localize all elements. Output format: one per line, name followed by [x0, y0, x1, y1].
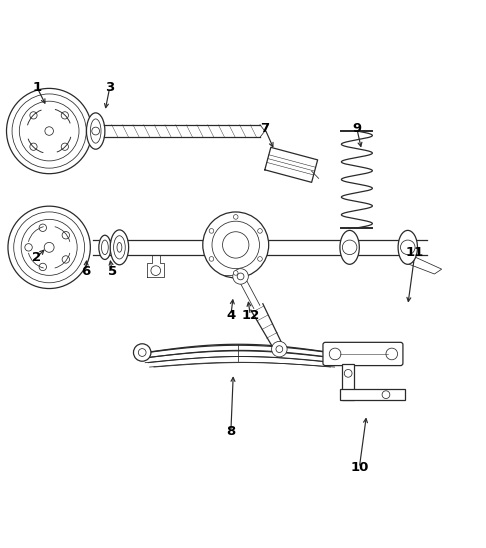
Circle shape: [382, 391, 390, 398]
Circle shape: [233, 271, 238, 275]
Circle shape: [233, 215, 238, 219]
Text: 10: 10: [350, 461, 368, 475]
Circle shape: [233, 269, 248, 284]
FancyBboxPatch shape: [323, 342, 403, 366]
Text: 5: 5: [107, 265, 117, 278]
Text: 6: 6: [81, 265, 90, 278]
Text: 12: 12: [241, 309, 260, 322]
Circle shape: [258, 256, 262, 261]
Text: 8: 8: [226, 425, 236, 438]
Circle shape: [209, 229, 214, 233]
Ellipse shape: [110, 230, 129, 265]
Circle shape: [203, 212, 269, 278]
Text: 3: 3: [105, 81, 114, 94]
Circle shape: [329, 348, 341, 360]
Text: 1: 1: [33, 81, 42, 94]
Circle shape: [386, 348, 398, 360]
Ellipse shape: [340, 230, 359, 264]
Ellipse shape: [398, 230, 417, 264]
Text: 7: 7: [260, 122, 269, 135]
Text: 11: 11: [406, 246, 424, 259]
FancyBboxPatch shape: [342, 364, 354, 400]
Circle shape: [209, 256, 214, 261]
Circle shape: [258, 229, 262, 233]
Circle shape: [344, 369, 352, 377]
Circle shape: [272, 341, 287, 357]
Text: 9: 9: [352, 122, 362, 135]
Circle shape: [134, 344, 151, 361]
Ellipse shape: [87, 113, 105, 149]
Ellipse shape: [99, 235, 111, 259]
Text: 4: 4: [226, 309, 236, 322]
FancyBboxPatch shape: [340, 389, 405, 400]
Circle shape: [92, 127, 100, 135]
Text: 2: 2: [33, 250, 42, 264]
